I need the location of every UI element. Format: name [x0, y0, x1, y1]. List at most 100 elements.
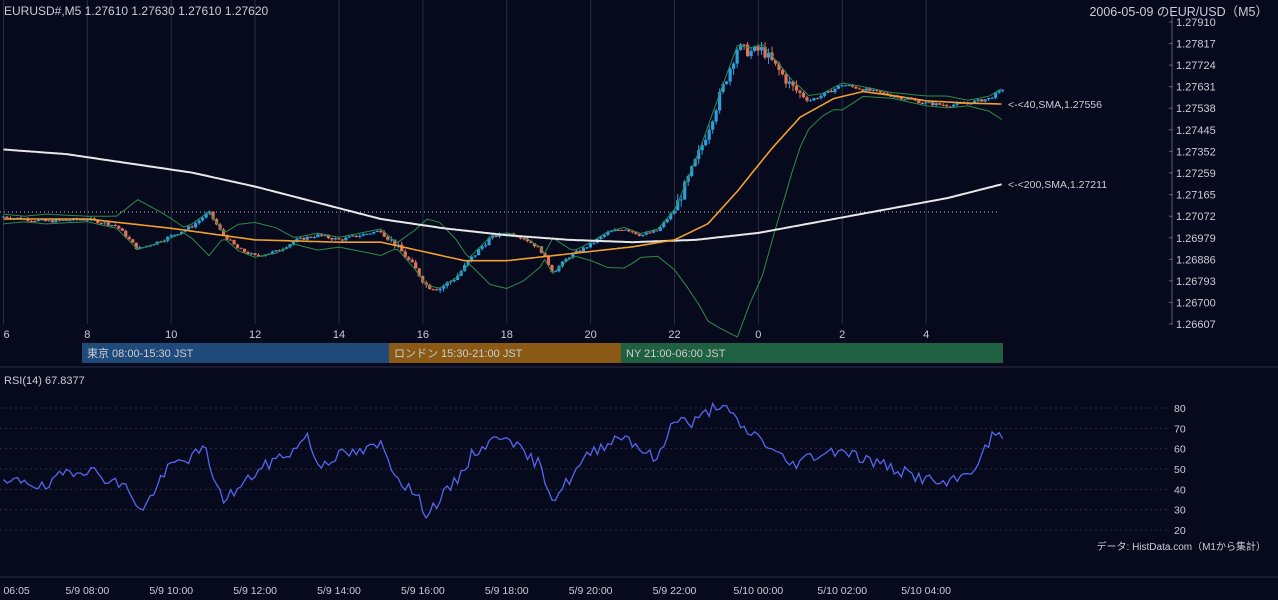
- sma200-line: [3, 148, 1002, 244]
- session-bar: [82, 343, 389, 363]
- candle-body: [613, 229, 617, 232]
- candle-body: [697, 150, 701, 160]
- candle-body: [669, 213, 673, 220]
- candle-body: [483, 245, 488, 247]
- candle-body: [152, 244, 156, 246]
- candle-body: [609, 231, 613, 233]
- candle-body: [270, 251, 275, 254]
- candle-body: [344, 237, 348, 241]
- candle-body: [676, 200, 680, 211]
- candle-body: [934, 103, 938, 106]
- price-axis-label: 1.27724: [1176, 60, 1216, 72]
- candle-body: [822, 92, 827, 96]
- candle-body: [382, 232, 386, 237]
- hour-tick-label: 0: [755, 329, 761, 341]
- candle-body: [644, 232, 648, 235]
- candle-body: [536, 246, 540, 248]
- candle-body: [134, 242, 138, 249]
- candle-body: [941, 104, 945, 106]
- candle-body: [326, 235, 330, 239]
- candle-body: [103, 222, 107, 224]
- candle-body: [187, 226, 191, 230]
- candle-body: [452, 279, 456, 282]
- candle-body: [948, 106, 952, 108]
- candle-body: [801, 92, 806, 98]
- candle-body: [365, 233, 369, 235]
- candle-body: [400, 244, 404, 252]
- candle-body: [438, 288, 442, 291]
- candle-body: [110, 224, 114, 226]
- candle-body: [340, 239, 344, 241]
- candle-body: [169, 235, 173, 237]
- candle-body: [487, 237, 491, 246]
- candle-body: [113, 224, 117, 226]
- candle-body: [428, 284, 432, 290]
- candle-body: [333, 238, 337, 240]
- candle-body: [309, 236, 313, 238]
- session-label: ロンドン 15:30-21:00 JST: [394, 348, 523, 360]
- candle-body: [239, 248, 243, 250]
- price-axis-label: 1.26793: [1176, 276, 1216, 288]
- candle-body: [938, 103, 942, 105]
- candle-body: [805, 97, 809, 101]
- candle-body: [117, 225, 121, 229]
- price-axis-label: 1.26607: [1176, 319, 1216, 331]
- price-axis-label: 1.27072: [1176, 211, 1216, 223]
- candle-body: [532, 243, 537, 247]
- candle-body: [29, 220, 34, 222]
- candle-body: [543, 252, 547, 257]
- hour-tick-label: 18: [501, 329, 513, 341]
- candle-body: [592, 242, 596, 244]
- candle-body: [40, 219, 44, 221]
- candle-body: [690, 166, 694, 176]
- candle-body: [1001, 90, 1005, 92]
- candle-body: [843, 85, 848, 87]
- candle-body: [190, 226, 194, 228]
- candle-body: [445, 282, 449, 286]
- time-axis-label: 5/10 02:00: [817, 585, 867, 597]
- candle-body: [819, 95, 823, 99]
- candle-body: [857, 88, 861, 90]
- candle-body: [50, 220, 54, 223]
- candle-body: [906, 98, 910, 100]
- candle-body: [599, 236, 603, 239]
- candle-body: [704, 139, 708, 146]
- price-axis-label: 1.27352: [1176, 146, 1216, 158]
- candle-body: [442, 285, 446, 289]
- symbol-ohlc-header: EURUSD#,M5 1.27610 1.27630 1.27610 1.276…: [4, 4, 269, 18]
- candle-body: [980, 99, 984, 102]
- sma200-annotation: <-<200,SMA,1.27211: [1008, 179, 1107, 191]
- price-axis-label: 1.27910: [1176, 17, 1216, 29]
- candle-body: [920, 103, 924, 105]
- candle-body: [987, 97, 991, 100]
- candle-body: [836, 85, 841, 89]
- candle-body: [221, 229, 226, 236]
- candle-body: [389, 239, 393, 241]
- price-axis-label: 1.26979: [1176, 233, 1216, 245]
- candle-body: [578, 250, 582, 252]
- hour-tick-label: 8: [84, 329, 90, 341]
- candle-body: [64, 219, 68, 221]
- candle-body: [917, 100, 921, 104]
- candle-body: [588, 243, 592, 248]
- candle-body: [204, 213, 208, 218]
- candle-body: [403, 251, 407, 258]
- session-label: 東京 08:00-15:30 JST: [87, 346, 194, 360]
- candle-body: [602, 234, 606, 237]
- time-axis-label: 5/9 10:00: [149, 585, 193, 597]
- candle-body: [990, 97, 994, 99]
- candle-body: [463, 265, 467, 272]
- time-axis-label: 5/9 18:00: [485, 585, 529, 597]
- time-axis-label: 06:05: [3, 585, 29, 597]
- candle-body: [410, 259, 414, 263]
- candle-body: [672, 210, 676, 214]
- bollinger-lower: [3, 95, 1002, 338]
- candle-body: [351, 235, 355, 237]
- candle-body: [627, 229, 631, 232]
- hour-tick-label: 6: [3, 329, 9, 341]
- candle-body: [651, 230, 655, 233]
- candle-body: [564, 259, 568, 262]
- sma40-annotation: <-<40,SMA,1.27556: [1008, 99, 1102, 111]
- hour-tick-label: 22: [668, 329, 680, 341]
- rsi-line: [3, 401, 1004, 520]
